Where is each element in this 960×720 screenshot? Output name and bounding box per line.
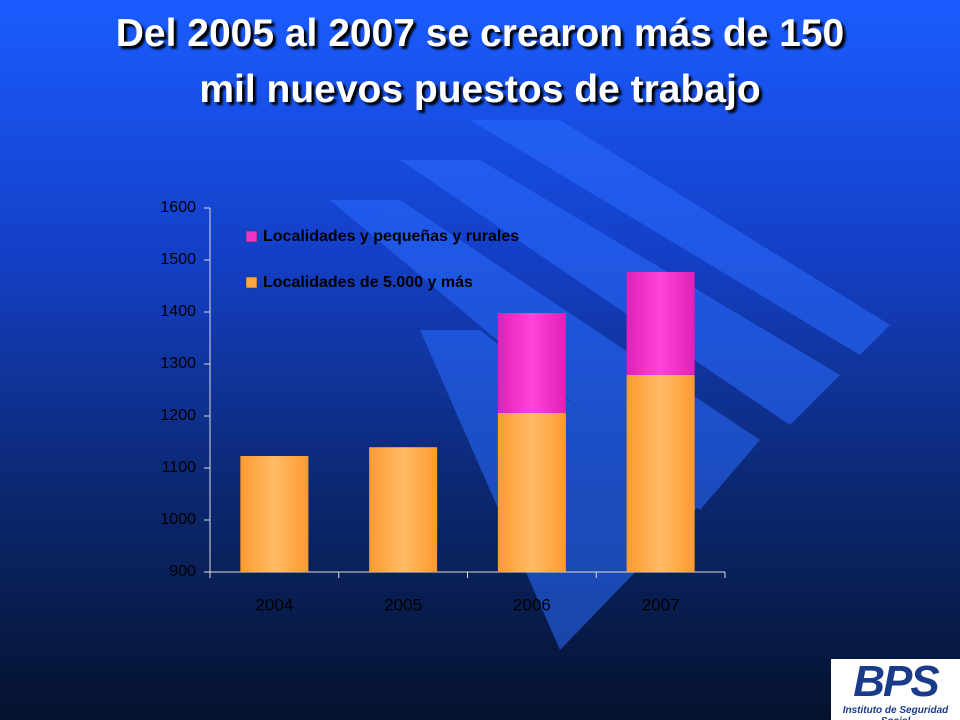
bar-segment	[240, 456, 309, 572]
legend-label: Localidades y pequeñas y rurales	[263, 228, 519, 245]
chart-title: Del 2005 al 2007 se crearon más de 150 m…	[115, 12, 845, 111]
bar-segment	[626, 374, 695, 572]
logo-caption: Instituto de Seguridad Social	[842, 705, 949, 720]
y-tick-label: 1300	[160, 355, 196, 372]
x-tick-label: 2006	[513, 595, 551, 614]
bar-segment	[497, 412, 566, 572]
y-tick-label: 900	[169, 563, 196, 580]
y-tick-label: 1100	[162, 459, 197, 476]
y-tick-label: 1600	[160, 199, 196, 216]
x-tick-label: 2005	[384, 595, 422, 614]
bar-segment	[497, 313, 566, 413]
y-tick-label: 1500	[160, 251, 196, 268]
x-tick-label: 2007	[642, 595, 680, 614]
y-tick-label: 1200	[160, 407, 196, 424]
legend-swatch	[245, 230, 258, 243]
x-tick-label: 2004	[255, 595, 293, 614]
bar-segment	[626, 271, 695, 375]
bar-segment	[369, 447, 438, 572]
logo: BPS Instituto de Seguridad Social	[831, 659, 960, 720]
y-tick-label: 1000	[160, 511, 196, 528]
legend-swatch	[245, 276, 258, 289]
logo-text: BPS	[853, 657, 939, 706]
y-tick-label: 1400	[160, 303, 196, 320]
legend-label: Localidades de 5.000 y más	[263, 274, 473, 291]
